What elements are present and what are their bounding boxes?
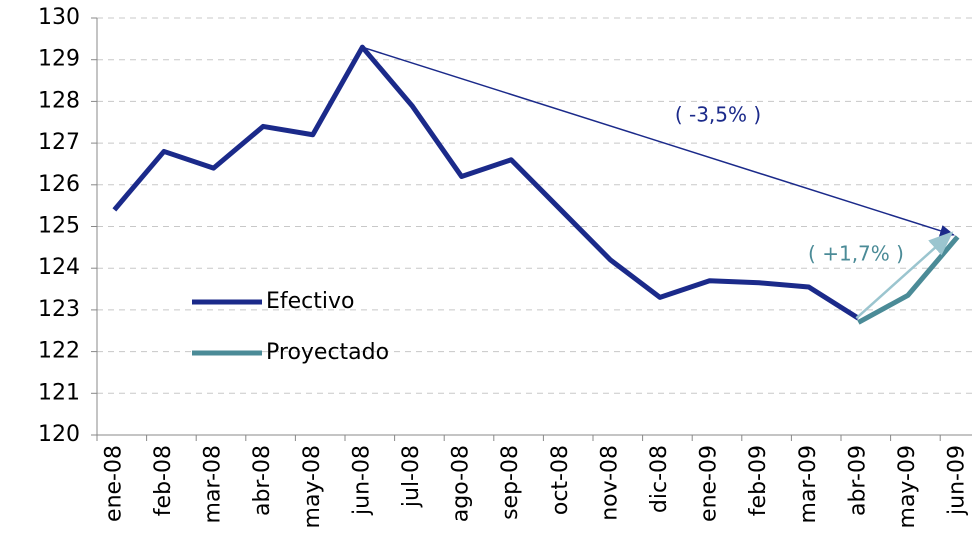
x-tick-label: jun-08 xyxy=(349,445,374,516)
legend-label: Efectivo xyxy=(266,289,355,314)
x-tick-label: abr-08 xyxy=(250,445,275,516)
y-tick-label: 123 xyxy=(38,297,80,322)
x-tick-label: mar-09 xyxy=(796,445,821,523)
x-tick-label: oct-08 xyxy=(548,445,573,515)
annotation: ( +1,7% ) xyxy=(808,242,904,266)
x-tick-label: jul-08 xyxy=(399,445,424,508)
x-tick-label: ene-08 xyxy=(101,445,126,522)
y-tick-label: 127 xyxy=(38,130,80,155)
y-tick-label: 129 xyxy=(38,47,80,72)
y-tick-label: 126 xyxy=(38,172,80,197)
x-tick-label: feb-08 xyxy=(151,445,176,516)
y-tick-label: 130 xyxy=(38,5,80,30)
change-arrow xyxy=(362,46,955,237)
x-tick-label: abr-09 xyxy=(845,445,870,516)
annotation: ( -3,5% ) xyxy=(675,103,761,127)
y-tick-label: 122 xyxy=(38,339,80,364)
y-tick-label: 128 xyxy=(38,88,80,113)
x-tick-label: may-08 xyxy=(300,445,325,528)
x-tick-label: feb-09 xyxy=(746,445,771,516)
x-tick-label: ene-09 xyxy=(697,445,722,522)
change-arrow xyxy=(855,231,954,320)
x-tick-label: dic-08 xyxy=(647,445,672,513)
series-line xyxy=(112,44,860,321)
x-tick-label: may-09 xyxy=(895,445,920,528)
series-line xyxy=(857,235,960,325)
y-tick-label: 125 xyxy=(38,214,80,239)
x-tick-label: jun-09 xyxy=(945,445,970,516)
x-tick-label: ago-08 xyxy=(449,445,474,522)
legend-label: Proyectado xyxy=(266,340,389,365)
x-tick-label: nov-08 xyxy=(597,445,622,521)
x-tick-label: mar-08 xyxy=(201,445,226,523)
y-tick-label: 120 xyxy=(38,422,80,447)
y-tick-label: 124 xyxy=(38,255,80,280)
x-tick-label: sep-08 xyxy=(498,445,523,520)
y-tick-label: 121 xyxy=(38,380,80,405)
